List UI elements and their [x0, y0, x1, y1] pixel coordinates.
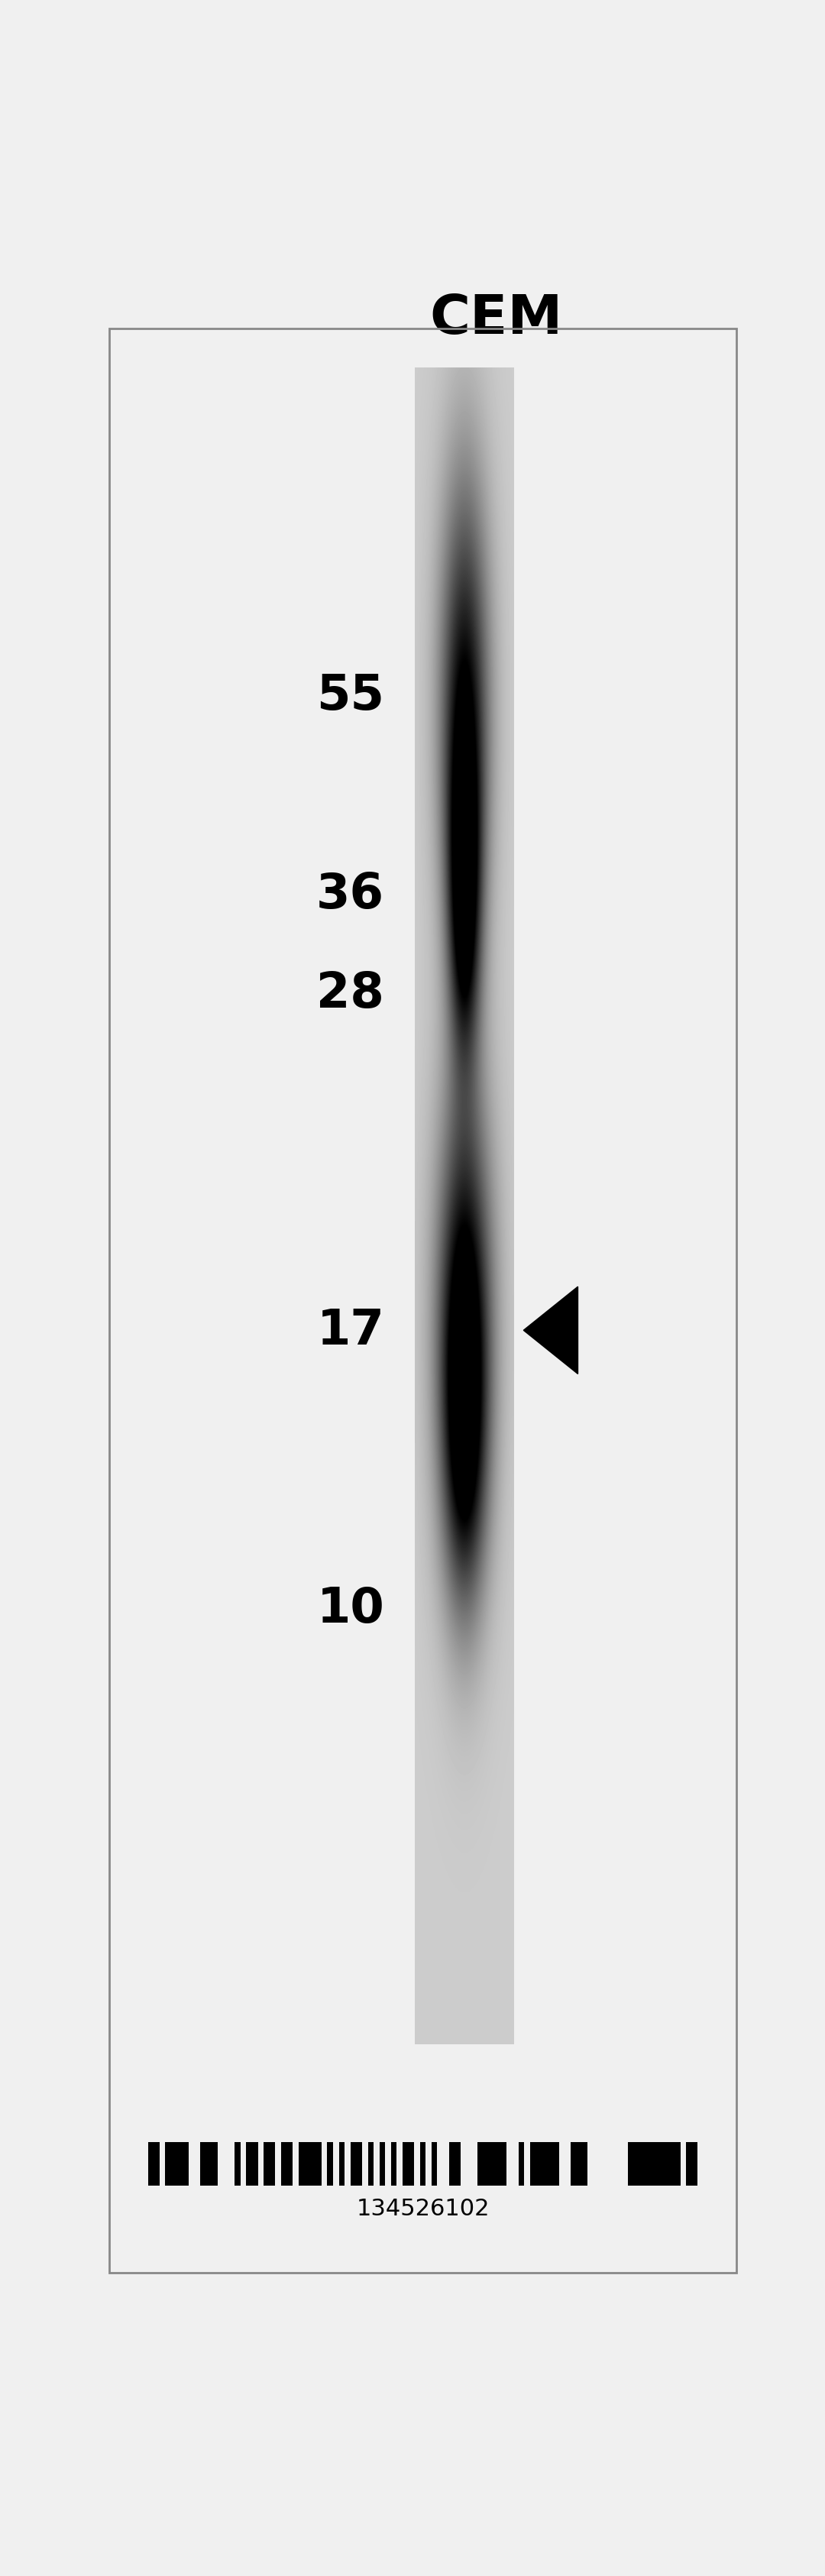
Bar	[316, 2141, 322, 2184]
Bar	[489, 2141, 495, 2184]
Bar	[483, 2141, 489, 2184]
Bar	[634, 2141, 640, 2184]
Bar	[652, 2141, 658, 2184]
Bar	[415, 368, 514, 2045]
Bar	[669, 2141, 675, 2184]
Bar	[576, 2141, 582, 2184]
Bar	[205, 2141, 211, 2184]
Text: 36: 36	[316, 871, 384, 917]
Bar	[541, 2141, 547, 2184]
Bar	[299, 2141, 304, 2184]
Bar	[629, 2141, 634, 2184]
Bar	[478, 2141, 483, 2184]
Bar	[646, 2141, 652, 2184]
Bar	[351, 2141, 356, 2184]
Bar	[501, 2141, 507, 2184]
Bar	[211, 2141, 217, 2184]
Bar	[495, 2141, 501, 2184]
Polygon shape	[524, 1288, 577, 1373]
Bar	[247, 2141, 252, 2184]
Bar	[663, 2141, 669, 2184]
Bar	[148, 2141, 153, 2184]
Bar	[582, 2141, 587, 2184]
Bar	[403, 2141, 408, 2184]
Bar	[310, 2141, 316, 2184]
Bar	[640, 2141, 646, 2184]
Bar	[304, 2141, 310, 2184]
Bar	[281, 2141, 287, 2184]
Bar	[171, 2141, 177, 2184]
Bar	[287, 2141, 293, 2184]
Bar	[165, 2141, 171, 2184]
Bar	[380, 2141, 385, 2184]
Bar	[420, 2141, 426, 2184]
Bar	[200, 2141, 205, 2184]
Bar	[692, 2141, 698, 2184]
Text: 55: 55	[317, 672, 384, 719]
Bar	[177, 2141, 182, 2184]
Bar	[686, 2141, 692, 2184]
Bar	[449, 2141, 455, 2184]
Bar	[270, 2141, 276, 2184]
Bar	[675, 2141, 681, 2184]
Bar	[391, 2141, 397, 2184]
Bar	[264, 2141, 270, 2184]
Bar	[408, 2141, 414, 2184]
Bar	[368, 2141, 374, 2184]
Text: 10: 10	[317, 1584, 384, 1633]
Bar	[547, 2141, 553, 2184]
Bar	[431, 2141, 437, 2184]
Bar	[530, 2141, 535, 2184]
Bar	[553, 2141, 559, 2184]
Text: 134526102: 134526102	[356, 2197, 489, 2221]
Bar	[234, 2141, 241, 2184]
Bar	[339, 2141, 345, 2184]
Bar	[518, 2141, 524, 2184]
Bar	[182, 2141, 188, 2184]
Bar	[455, 2141, 460, 2184]
Text: 28: 28	[317, 969, 384, 1018]
Bar	[658, 2141, 663, 2184]
Text: 17: 17	[317, 1306, 384, 1355]
Bar	[570, 2141, 576, 2184]
Bar	[535, 2141, 541, 2184]
Bar	[328, 2141, 333, 2184]
Bar	[356, 2141, 362, 2184]
Bar	[153, 2141, 159, 2184]
Text: CEM: CEM	[430, 291, 563, 345]
Bar	[252, 2141, 258, 2184]
